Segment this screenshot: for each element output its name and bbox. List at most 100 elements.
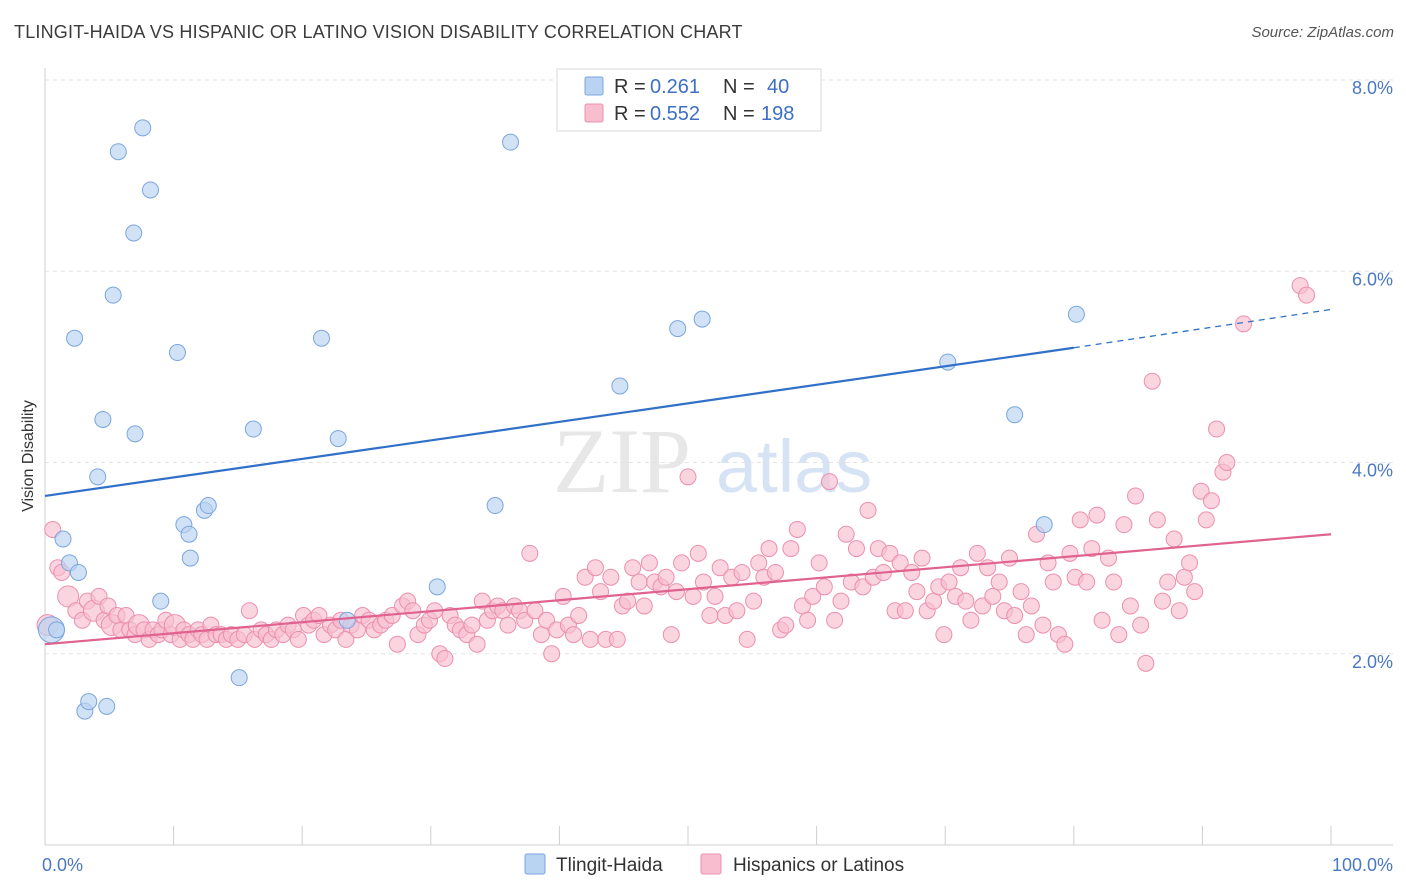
y-tick-label: 8.0% bbox=[1352, 78, 1393, 98]
watermark-zip: ZIP bbox=[553, 410, 691, 512]
hispanic-point bbox=[847, 540, 865, 558]
tlingit-point bbox=[338, 611, 356, 629]
hispanic-point bbox=[1235, 315, 1253, 333]
chart-title: TLINGIT-HAIDA VS HISPANIC OR LATINO VISI… bbox=[14, 22, 743, 42]
hispanic-point bbox=[673, 554, 691, 572]
hispanic-point bbox=[1208, 420, 1226, 438]
hispanic-point bbox=[782, 540, 800, 558]
hispanic-point bbox=[1127, 487, 1145, 505]
tlingit-point bbox=[104, 286, 122, 304]
hispanic-point bbox=[1218, 454, 1236, 471]
tlingit-point bbox=[80, 693, 98, 711]
bottom-legend-swatch-tlingit bbox=[524, 853, 546, 875]
tlingit-point bbox=[693, 310, 711, 328]
watermark-atlas: atlas bbox=[716, 425, 872, 508]
legend-swatch-hispanic bbox=[584, 103, 604, 123]
hispanic-point bbox=[1083, 540, 1101, 558]
hispanic-point bbox=[630, 573, 648, 591]
hispanic-point bbox=[1001, 549, 1018, 567]
legend-n-label-1: N = bbox=[723, 76, 755, 98]
tlingit-point bbox=[180, 525, 198, 543]
axes bbox=[44, 68, 1393, 846]
hispanic-point bbox=[1137, 654, 1155, 672]
hispanic-point bbox=[608, 630, 626, 648]
hispanic-point bbox=[463, 616, 481, 634]
hispanic-point bbox=[1170, 602, 1188, 620]
hispanic-point bbox=[804, 587, 822, 605]
trend-lines bbox=[44, 308, 1332, 646]
hispanic-point bbox=[1197, 511, 1215, 529]
hispanic-point bbox=[657, 568, 675, 586]
hispanic-point bbox=[706, 587, 724, 605]
hispanic-point bbox=[1298, 286, 1316, 304]
tlingit-point bbox=[134, 119, 152, 137]
bottom-legend-label-hispanic: Hispanics or Latinos bbox=[733, 855, 904, 876]
watermark: ZIP atlas bbox=[553, 410, 872, 512]
hispanic-point bbox=[984, 587, 1002, 605]
hispanic-point bbox=[694, 573, 712, 591]
tick-labels: 2.0% 4.0% 6.0% 8.0% 0.0% 100.0% bbox=[42, 78, 1393, 875]
hispanic-point bbox=[1175, 568, 1193, 586]
hispanic-point bbox=[404, 602, 422, 620]
hispanic-point bbox=[1110, 626, 1128, 644]
hispanic-point bbox=[711, 559, 729, 577]
series-tlingit-points bbox=[37, 119, 1085, 720]
hispanic-point bbox=[1165, 530, 1183, 548]
legend-r-value-2: 0.552 bbox=[650, 103, 700, 125]
hispanic-point bbox=[903, 563, 921, 581]
legend-swatch-tlingit bbox=[584, 76, 604, 96]
legend-n-label-2: N = bbox=[723, 103, 755, 125]
hispanic-point bbox=[952, 559, 970, 577]
hispanic-point bbox=[788, 520, 806, 538]
hispanic-point bbox=[1132, 616, 1150, 634]
hispanic-point bbox=[745, 592, 763, 610]
hispanic-point bbox=[957, 592, 975, 610]
hispanic-point bbox=[1088, 506, 1106, 524]
hispanic-point bbox=[468, 635, 486, 653]
trend-line-tlingit bbox=[44, 346, 1074, 498]
tlingit-point bbox=[125, 224, 143, 242]
hispanic-point bbox=[826, 611, 844, 629]
hispanic-point bbox=[1181, 554, 1199, 572]
hispanic-point bbox=[499, 616, 517, 634]
tlingit-point bbox=[669, 320, 687, 338]
hispanic-point bbox=[896, 602, 914, 620]
tlingit-point bbox=[1067, 305, 1085, 323]
hispanic-point bbox=[925, 592, 943, 610]
tlingit-point bbox=[66, 329, 84, 347]
hispanic-point bbox=[940, 573, 958, 591]
tlingit-point bbox=[428, 578, 446, 596]
hispanic-point bbox=[521, 544, 539, 562]
tlingit-point bbox=[54, 530, 72, 548]
hispanic-point bbox=[962, 611, 980, 629]
tlingit-point bbox=[329, 430, 347, 448]
hispanic-point bbox=[689, 544, 707, 562]
hispanic-point bbox=[570, 607, 588, 624]
hispanic-point bbox=[1012, 583, 1030, 601]
hispanic-point bbox=[1186, 583, 1204, 601]
hispanic-point bbox=[810, 554, 828, 572]
hispanic-point bbox=[684, 587, 702, 605]
hispanic-point bbox=[436, 650, 454, 668]
hispanic-point bbox=[289, 630, 307, 648]
hispanic-point bbox=[1148, 511, 1166, 529]
tlingit-point bbox=[48, 621, 66, 639]
hispanic-point bbox=[543, 645, 561, 663]
bottom-legend-swatch-hispanic bbox=[700, 853, 722, 875]
tlingit-point bbox=[94, 410, 112, 428]
hispanic-point bbox=[581, 630, 599, 648]
y-tick-label: 6.0% bbox=[1352, 269, 1393, 289]
tlingit-point bbox=[141, 181, 159, 199]
tlingit-point bbox=[126, 425, 144, 443]
hispanic-point bbox=[701, 607, 719, 624]
hispanic-point bbox=[799, 611, 817, 629]
hispanic-point bbox=[624, 559, 642, 577]
tlingit-point bbox=[69, 563, 87, 581]
bottom-legend-label-tlingit: Tlingit-Haida bbox=[556, 855, 663, 876]
tlingit-point bbox=[244, 420, 262, 438]
hispanic-point bbox=[635, 597, 653, 615]
hispanic-point bbox=[1115, 516, 1133, 534]
hispanic-point bbox=[837, 525, 855, 543]
legend-n-value-2: 198 bbox=[761, 103, 794, 125]
